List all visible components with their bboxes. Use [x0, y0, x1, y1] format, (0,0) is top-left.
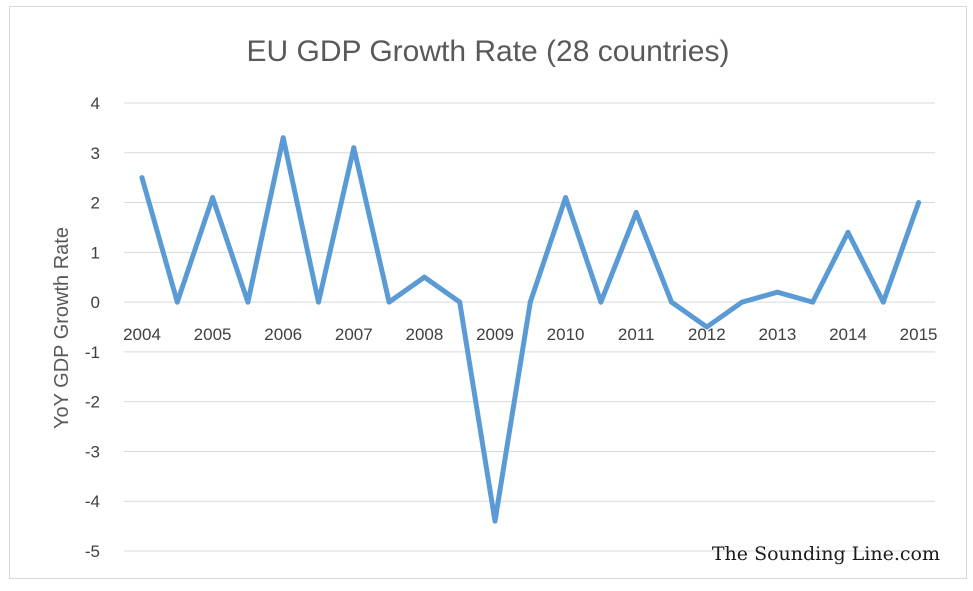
x-tick-label: 2013: [758, 325, 796, 344]
y-axis-label: YoY GDP Growth Rate: [51, 227, 73, 429]
x-tick-label: 2015: [900, 325, 938, 344]
x-axis-ticks: 2004 2005 2006 2007 2008 2009 2010 2011 2012 2013…: [123, 325, 937, 344]
x-tick-label: 2011: [618, 325, 655, 344]
x-tick-label: 2006: [264, 325, 302, 344]
y-tick-label: -1: [85, 343, 100, 362]
data-point: [669, 299, 674, 305]
y-tick-label: -4: [85, 492, 100, 511]
data-point: [139, 175, 145, 181]
x-tick-label: 2008: [405, 325, 443, 344]
data-point: [210, 195, 216, 201]
data-point: [316, 299, 321, 305]
data-point: [704, 324, 710, 330]
data-point: [563, 195, 569, 201]
chart-title: EU GDP Growth Rate (28 countries): [247, 35, 730, 68]
data-point: [280, 135, 286, 141]
y-axis-ticks: 4 3 2 1 0 -1 -2 -3 -4 -5: [85, 94, 100, 561]
x-tick-label: 2010: [547, 325, 585, 344]
y-tick-label: -5: [85, 542, 100, 561]
data-point: [351, 145, 357, 151]
data-point: [421, 274, 427, 280]
x-tick-label: 2012: [688, 325, 726, 344]
data-point: [774, 289, 780, 295]
data-point: [810, 299, 816, 305]
data-point: [916, 200, 922, 206]
data-point: [174, 299, 180, 305]
y-tick-label: -3: [85, 442, 100, 461]
data-point: [633, 210, 639, 215]
data-point: [245, 299, 251, 305]
y-tick-label: 3: [91, 144, 100, 163]
data-point: [739, 299, 745, 305]
data-point: [492, 518, 498, 524]
series-line: [139, 135, 922, 524]
data-point: [845, 229, 851, 235]
data-point: [457, 299, 463, 305]
gridlines: [124, 102, 935, 552]
watermark: The Sounding Line.com: [712, 543, 940, 565]
y-tick-label: -2: [85, 393, 100, 412]
y-tick-label: 0: [91, 293, 100, 312]
x-tick-label: 2007: [335, 325, 373, 344]
data-point: [598, 299, 604, 305]
series-layer: [139, 135, 922, 524]
x-tick-label: 2005: [194, 325, 232, 344]
x-tick-label: 2009: [476, 325, 514, 344]
data-point: [880, 299, 886, 305]
y-tick-label: 4: [91, 94, 100, 113]
x-tick-label: 2014: [829, 325, 867, 344]
data-point: [527, 299, 533, 305]
y-tick-label: 2: [91, 194, 100, 213]
x-tick-label: 2004: [123, 325, 161, 344]
data-point: [386, 299, 392, 305]
y-tick-label: 1: [91, 243, 100, 262]
